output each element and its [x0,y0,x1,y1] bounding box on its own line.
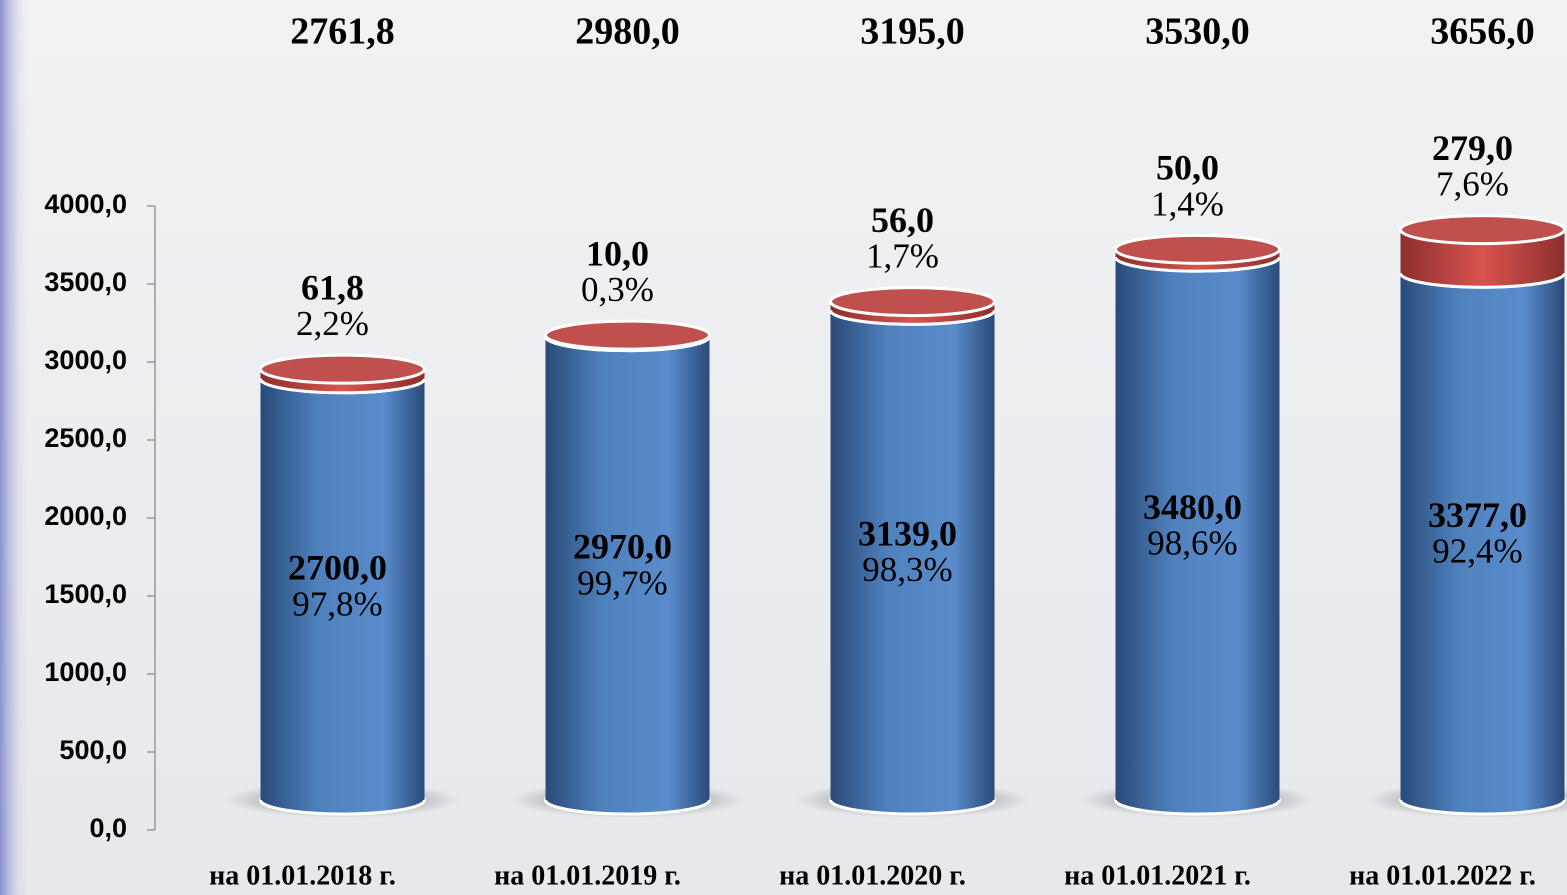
bar [545,336,710,800]
bar-top [259,353,426,385]
y-tick-label: 4000,0 [44,189,127,219]
y-tick-label: 500,0 [59,735,127,765]
bar-top [829,286,996,318]
x-tick-label: на 01.01.2018 г. [209,860,396,891]
value-label: 3377,0 [1428,495,1527,535]
y-tick-label: 3000,0 [44,345,127,375]
value-label: 56,0 [871,200,934,240]
value-label: 61,8 [301,267,364,307]
value-label: 2970,0 [573,527,672,567]
share-label: 2,2% [296,304,369,343]
bar [260,378,425,800]
total-label: 3195,0 [860,11,965,53]
side-strip [0,0,30,895]
share-label: 92,4% [1432,532,1522,571]
x-tick-label: на 01.01.2022 г. [1349,860,1536,891]
bar [1400,273,1565,800]
bar [1115,257,1280,800]
share-label: 1,4% [1151,184,1224,223]
share-label: 0,3% [581,270,654,309]
y-tick-label: 2500,0 [44,423,127,453]
bar-top [544,319,711,351]
y-tick-label: 1000,0 [44,657,127,687]
value-label: 10,0 [586,233,649,273]
share-label: 99,7% [577,563,667,602]
value-label: 3139,0 [858,513,957,553]
y-tick-label: 0,0 [89,813,127,843]
x-tick-label: на 01.01.2019 г. [494,860,681,891]
total-label: 3530,0 [1145,11,1250,53]
y-tick-label: 1500,0 [44,579,127,609]
y-tick-label: 2000,0 [44,501,127,531]
bar-top [1399,214,1566,246]
share-label: 7,6% [1436,165,1509,204]
value-label: 279,0 [1432,128,1513,168]
x-tick-label: на 01.01.2020 г. [779,860,966,891]
share-label: 1,7% [866,237,939,276]
value-label: 50,0 [1156,148,1219,188]
value-label: 3480,0 [1143,487,1242,527]
bar-top [1114,233,1281,265]
x-tick-label: на 01.01.2021 г. [1064,860,1251,891]
total-label: 2761,8 [290,11,395,53]
total-label: 3656,0 [1430,11,1535,53]
y-tick-label: 3500,0 [44,267,127,297]
bar [830,310,995,800]
value-label: 2700,0 [288,548,387,588]
share-label: 98,3% [862,550,952,589]
share-label: 98,6% [1147,524,1237,563]
share-label: 97,8% [292,584,382,623]
total-label: 2980,0 [575,11,680,53]
